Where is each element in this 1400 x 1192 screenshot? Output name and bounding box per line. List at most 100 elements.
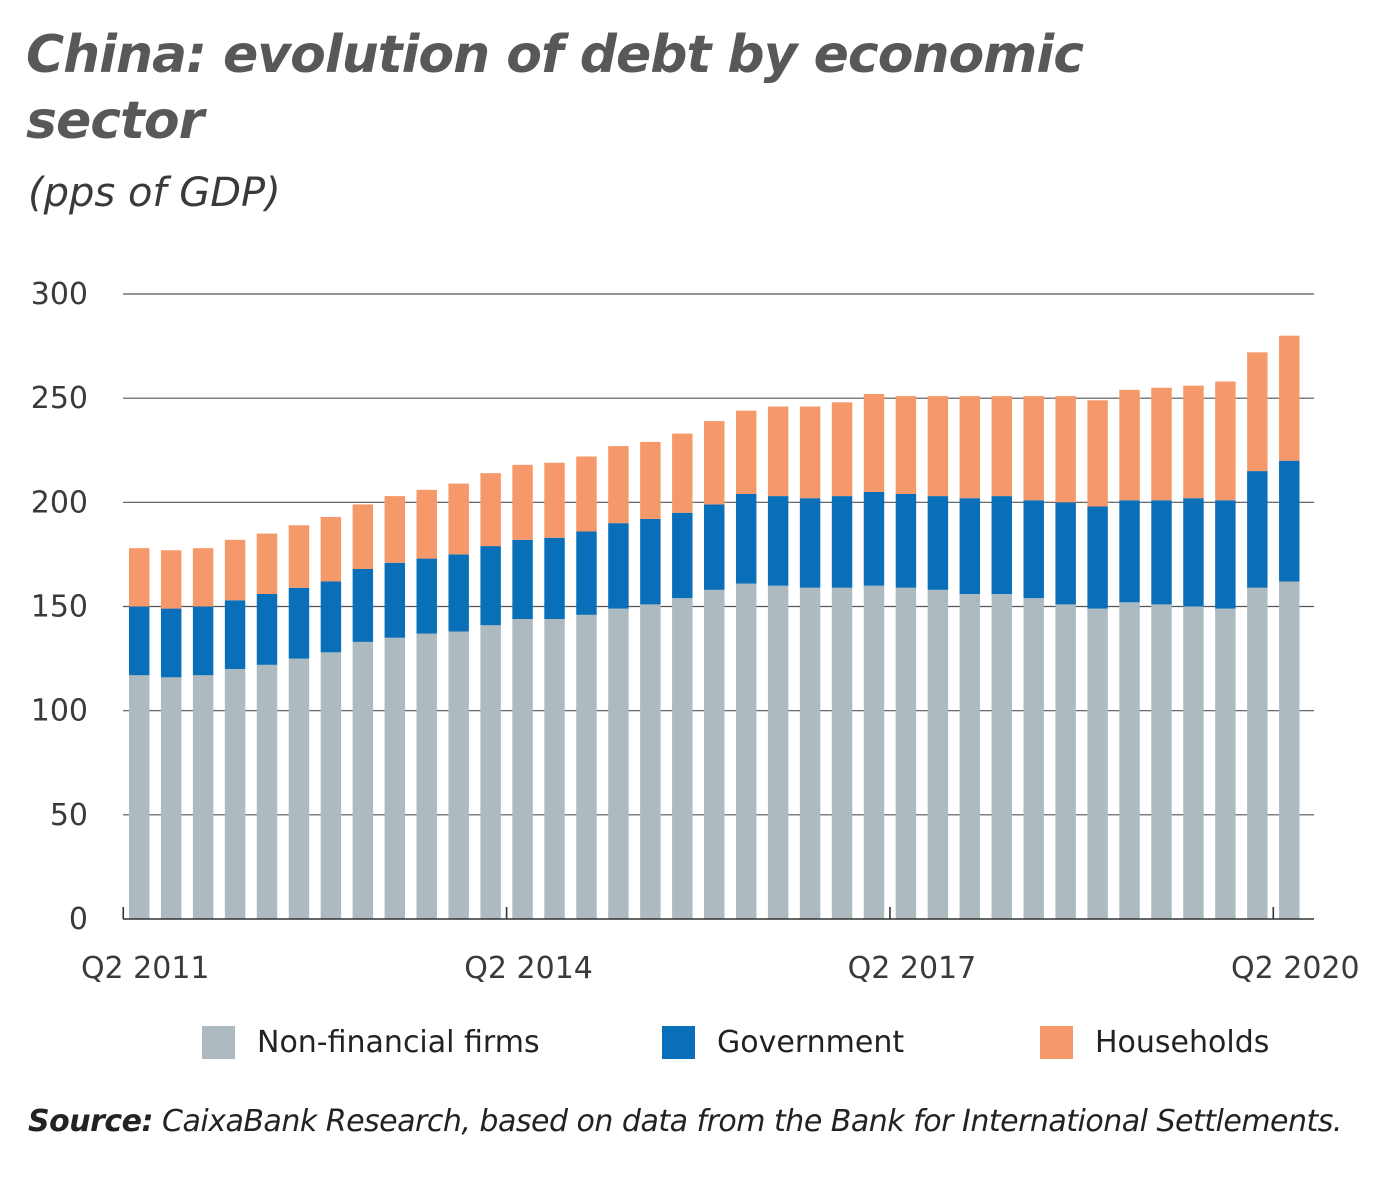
x-tick-label-36: Q2 2020 [1231, 951, 1360, 986]
bar-non-financial-firms-3 [224, 669, 246, 919]
bar-households-25 [927, 396, 949, 497]
bar-non-financial-firms-10 [448, 631, 469, 919]
bar-government-6 [320, 581, 342, 653]
y-tick-label-200: 200 [31, 485, 88, 520]
bar-government-27 [991, 496, 1012, 594]
bar-government-11 [480, 546, 501, 626]
bar-government-10 [448, 554, 469, 632]
legend-label-government: Government [717, 1024, 905, 1060]
legend: Non-financial firms Government Household… [0, 1020, 1400, 1064]
bar-non-financial-firms-24 [895, 587, 917, 919]
bar-households-20 [767, 406, 789, 497]
bar-households-17 [672, 433, 693, 513]
bar-households-28 [1023, 396, 1044, 501]
bar-government-13 [544, 537, 565, 619]
bar-non-financial-firms-18 [704, 589, 725, 919]
bar-households-14 [576, 456, 597, 532]
bar-non-financial-firms-32 [1151, 604, 1172, 919]
bar-non-financial-firms-27 [991, 594, 1012, 919]
bar-households-10 [448, 483, 469, 555]
bar-government-19 [735, 494, 757, 584]
bar-government-23 [863, 491, 885, 586]
bar-government-5 [288, 587, 310, 659]
bar-households-11 [480, 473, 501, 547]
y-tick-label-50: 50 [50, 798, 88, 833]
bar-households-34 [1215, 381, 1236, 501]
bar-government-21 [799, 498, 821, 588]
bar-households-5 [288, 525, 310, 588]
bar-households-7 [352, 504, 374, 569]
bar-non-financial-firms-1 [160, 677, 182, 919]
bar-households-35 [1247, 352, 1268, 472]
bar-households-22 [831, 402, 853, 497]
bar-households-24 [895, 396, 917, 494]
bar-government-32 [1151, 500, 1172, 605]
bar-households-36 [1279, 335, 1300, 461]
bar-households-8 [384, 496, 406, 563]
bar-households-3 [224, 539, 246, 601]
source-label: Source: [28, 1104, 154, 1139]
bar-non-financial-firms-25 [927, 589, 949, 919]
bar-government-35 [1247, 471, 1268, 588]
bar-households-29 [1055, 396, 1076, 503]
bar-households-30 [1087, 400, 1108, 507]
bar-government-26 [959, 498, 981, 594]
bar-non-financial-firms-28 [1023, 598, 1044, 919]
bar-non-financial-firms-30 [1087, 608, 1108, 919]
bar-government-28 [1023, 500, 1044, 599]
bar-non-financial-firms-4 [256, 664, 278, 919]
bar-non-financial-firms-5 [288, 658, 310, 919]
bar-non-financial-firms-33 [1183, 606, 1204, 919]
bar-government-4 [256, 594, 278, 665]
bar-government-34 [1215, 500, 1236, 609]
bar-non-financial-firms-26 [959, 594, 981, 919]
legend-item-government: Government [662, 1020, 904, 1064]
bar-households-15 [608, 446, 629, 524]
x-tick-label-24: Q2 2017 [848, 951, 977, 986]
bar-non-financial-firms-34 [1215, 608, 1236, 919]
bar-government-0 [129, 606, 150, 676]
bar-government-18 [704, 504, 725, 590]
bar-households-2 [192, 548, 214, 607]
bar-non-financial-firms-15 [608, 608, 629, 919]
bar-households-33 [1183, 385, 1204, 499]
bar-non-financial-firms-23 [863, 585, 885, 919]
bar-non-financial-firms-12 [512, 619, 533, 919]
bar-government-7 [352, 569, 374, 642]
bar-government-16 [640, 519, 661, 605]
bar-non-financial-firms-11 [480, 625, 501, 919]
y-tick-label-250: 250 [31, 381, 88, 416]
bar-households-21 [799, 406, 821, 499]
bar-government-8 [384, 562, 406, 638]
legend-swatch-non-financial-firms [202, 1025, 235, 1059]
y-tick-label-150: 150 [31, 590, 88, 625]
bar-households-16 [640, 441, 661, 519]
bar-non-financial-firms-8 [384, 637, 406, 919]
legend-item-non-financial-firms: Non-financial firms [202, 1020, 540, 1064]
bar-non-financial-firms-21 [799, 587, 821, 919]
x-tick-label-12: Q2 2014 [464, 951, 593, 986]
bar-government-25 [927, 496, 949, 590]
bar-non-financial-firms-16 [640, 604, 661, 919]
bar-government-22 [831, 496, 853, 588]
y-tick-label-0: 0 [69, 902, 88, 937]
bar-non-financial-firms-6 [320, 652, 342, 919]
legend-label-non-financial-firms: Non-financial firms [257, 1024, 540, 1060]
bar-government-29 [1055, 502, 1076, 605]
bar-households-27 [991, 396, 1012, 497]
bar-households-26 [959, 396, 981, 499]
bar-government-9 [416, 558, 437, 634]
bar-households-9 [416, 489, 437, 559]
source-note: Source: CaixaBank Research, based on dat… [28, 1104, 1342, 1139]
bar-non-financial-firms-19 [735, 583, 757, 919]
bar-government-36 [1279, 460, 1300, 582]
source-text: CaixaBank Research, based on data from t… [162, 1104, 1342, 1139]
bar-households-1 [160, 550, 182, 609]
bar-government-30 [1087, 506, 1108, 609]
chart-title: China: evolution of debt by economic sec… [26, 25, 1084, 151]
bar-non-financial-firms-20 [767, 585, 789, 919]
bar-households-0 [129, 548, 150, 607]
bar-non-financial-firms-9 [416, 633, 437, 919]
bar-non-financial-firms-13 [544, 619, 565, 919]
bar-non-financial-firms-31 [1119, 602, 1140, 919]
